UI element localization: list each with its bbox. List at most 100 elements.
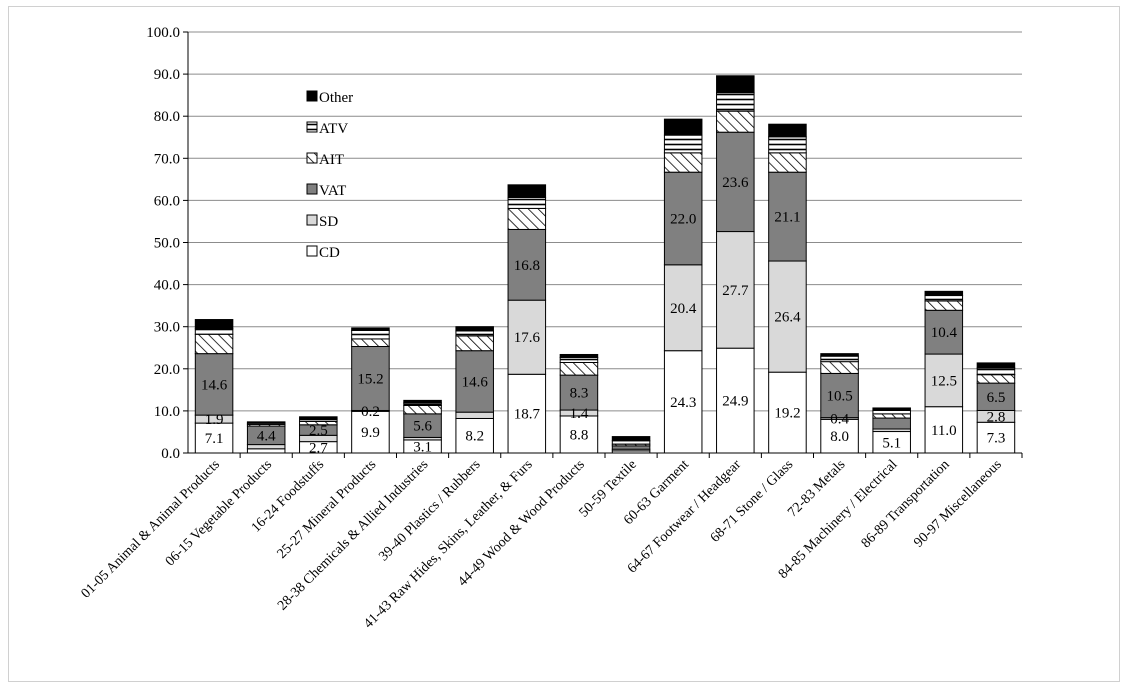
bar-segment-ait bbox=[559, 361, 599, 376]
data-label: 8.0 bbox=[830, 429, 849, 445]
bar-segment-other bbox=[403, 399, 442, 404]
bar-segment-other bbox=[194, 319, 234, 330]
y-tick-label: 100.0 bbox=[146, 25, 180, 41]
legend-label: AIT bbox=[319, 152, 344, 168]
bar-segment-atv bbox=[716, 92, 755, 112]
data-label: 10.5 bbox=[826, 389, 852, 405]
bar-segment-other bbox=[872, 407, 911, 411]
bar-segment-atv bbox=[663, 134, 703, 154]
y-tick-label: 50.0 bbox=[154, 236, 180, 252]
data-label: 9.9 bbox=[361, 425, 380, 441]
data-label: 24.9 bbox=[722, 394, 748, 410]
bar-segment-other bbox=[663, 118, 703, 136]
bar-segment-cd bbox=[246, 448, 286, 454]
bar-segment-ait bbox=[403, 404, 442, 415]
bar-segment-other bbox=[299, 416, 338, 420]
bar-segment-atv bbox=[455, 330, 494, 337]
data-label: 2.5 bbox=[309, 423, 328, 439]
bar-segment-atv bbox=[820, 355, 859, 363]
bar-segment-vat bbox=[872, 417, 911, 430]
y-tick-label: 70.0 bbox=[154, 151, 180, 167]
bar-segment-vat bbox=[716, 131, 755, 233]
bar-segment-vat bbox=[768, 171, 807, 262]
bar-segment-cd bbox=[820, 418, 859, 454]
bar-segment-atv bbox=[351, 329, 390, 340]
data-label: 7.3 bbox=[987, 431, 1006, 447]
data-label: 10.4 bbox=[931, 325, 958, 341]
bar-segment-ait bbox=[768, 152, 807, 173]
bar-segment-sd bbox=[663, 264, 703, 352]
data-label: 24.3 bbox=[670, 395, 696, 411]
bar-segment-other bbox=[351, 327, 390, 331]
category-label: 86-89 Transportation bbox=[859, 457, 953, 551]
bar-segment-sd bbox=[768, 260, 807, 373]
bar-segment-ait bbox=[976, 374, 1016, 384]
y-tick-label: 20.0 bbox=[154, 362, 180, 378]
bar-segment-ait bbox=[194, 333, 234, 355]
legend-swatch-vat bbox=[306, 183, 318, 195]
legend-label: ATV bbox=[319, 121, 348, 137]
gridlines bbox=[188, 31, 1022, 412]
bar-segment-other bbox=[246, 421, 286, 424]
data-label: 16.8 bbox=[514, 258, 540, 274]
y-tick-label: 30.0 bbox=[154, 320, 180, 336]
data-label: 26.4 bbox=[774, 310, 801, 326]
data-label: 17.6 bbox=[514, 330, 541, 346]
category-label: 06-15 Vegetable Products bbox=[163, 457, 275, 569]
bars bbox=[194, 75, 1016, 454]
category-label: 25-27 Mineral Products bbox=[275, 457, 380, 562]
bar-segment-atv bbox=[559, 356, 599, 363]
data-label: 2.7 bbox=[309, 440, 328, 456]
bar-segment-other bbox=[559, 353, 599, 358]
data-label: 0.4 bbox=[830, 411, 849, 427]
data-label: 6.5 bbox=[987, 390, 1006, 406]
data-label: 14.6 bbox=[462, 374, 489, 390]
bar-segment-vat bbox=[611, 445, 651, 450]
bar-segment-cd bbox=[559, 415, 599, 454]
category-label: 90-97 Miscellaneous bbox=[911, 457, 1004, 550]
bar-segment-ait bbox=[663, 152, 703, 173]
data-label: 3.1 bbox=[413, 439, 432, 455]
bar-segment-other bbox=[976, 362, 1016, 369]
bar-segment-cd bbox=[507, 373, 547, 454]
bar-segment-other bbox=[507, 184, 547, 198]
bar-segment-cd bbox=[924, 406, 964, 454]
legend-swatch-cd bbox=[306, 245, 318, 257]
data-label: 19.2 bbox=[774, 406, 800, 422]
data-label: 4.4 bbox=[257, 428, 276, 444]
legend-swatch-other bbox=[306, 90, 318, 102]
y-tick-label: 40.0 bbox=[154, 278, 180, 294]
bar-segment-other bbox=[820, 353, 859, 357]
bar-segment-ait bbox=[507, 207, 547, 230]
legend: Other ATV AIT VAT SD CD bbox=[306, 90, 353, 261]
bar-segment-other bbox=[924, 290, 964, 297]
bar-segment-cd bbox=[768, 371, 807, 454]
data-label: 7.1 bbox=[205, 431, 224, 447]
chart-frame: 0.0 10.0 20.0 30.0 40.0 50.0 60.0 70.0 80.0 90.0 1… bbox=[8, 6, 1120, 682]
data-label: 12.5 bbox=[931, 373, 957, 389]
data-label: 8.2 bbox=[465, 429, 484, 445]
bar-segment-vat bbox=[507, 228, 547, 301]
bar-segment-ait bbox=[351, 338, 390, 347]
bar-segment-atv bbox=[194, 328, 234, 335]
legend-label: Other bbox=[319, 90, 353, 106]
bar-segment-sd bbox=[507, 299, 547, 375]
legend-swatch-ait bbox=[306, 152, 318, 164]
y-tick-label: 80.0 bbox=[154, 109, 180, 125]
bar-segment-atv bbox=[611, 440, 651, 445]
data-label: 2.8 bbox=[987, 409, 1006, 425]
y-tick-label: 10.0 bbox=[154, 404, 180, 420]
data-label: 20.4 bbox=[670, 301, 697, 317]
stacked-bar-chart: 0.0 10.0 20.0 30.0 40.0 50.0 60.0 70.0 80.0 90.0 1… bbox=[79, 25, 1023, 632]
bar-segment-vat bbox=[351, 345, 390, 411]
data-label: 5.6 bbox=[413, 419, 432, 435]
data-label: 14.6 bbox=[201, 377, 228, 393]
category-label: 39-40 Plastics / Rubbers bbox=[376, 457, 483, 564]
bar-segment-cd bbox=[455, 417, 494, 454]
legend-swatch-atv bbox=[306, 121, 318, 133]
data-label: 5.1 bbox=[882, 435, 901, 451]
bar-segment-sd bbox=[455, 411, 494, 419]
data-labels: 7.1 1.9 14.6 4.4 2.72.5 9.9 0.2 15.2 3.1 5.6 8.2 14… bbox=[201, 175, 1005, 456]
bar-segment-atv bbox=[768, 136, 807, 154]
bar-segment-atv bbox=[924, 295, 964, 302]
